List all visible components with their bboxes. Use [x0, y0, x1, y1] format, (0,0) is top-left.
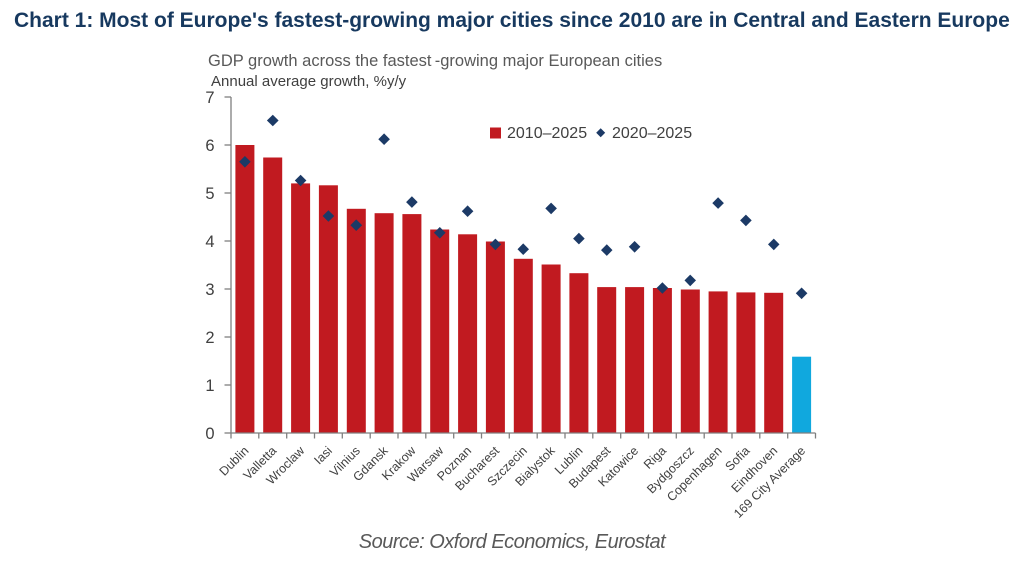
svg-text:7: 7	[205, 89, 214, 107]
svg-text:0: 0	[205, 425, 214, 443]
svg-text:5: 5	[205, 185, 214, 203]
svg-text:6: 6	[205, 137, 214, 155]
svg-text:3: 3	[205, 281, 214, 299]
svg-text:2020–2025: 2020–2025	[612, 125, 692, 142]
svg-text:4: 4	[205, 233, 214, 251]
svg-text:Iasi: Iasi	[311, 444, 335, 468]
svg-text:1: 1	[205, 377, 214, 395]
svg-text:2: 2	[205, 329, 214, 347]
svg-text:2010–2025: 2010–2025	[507, 125, 587, 142]
